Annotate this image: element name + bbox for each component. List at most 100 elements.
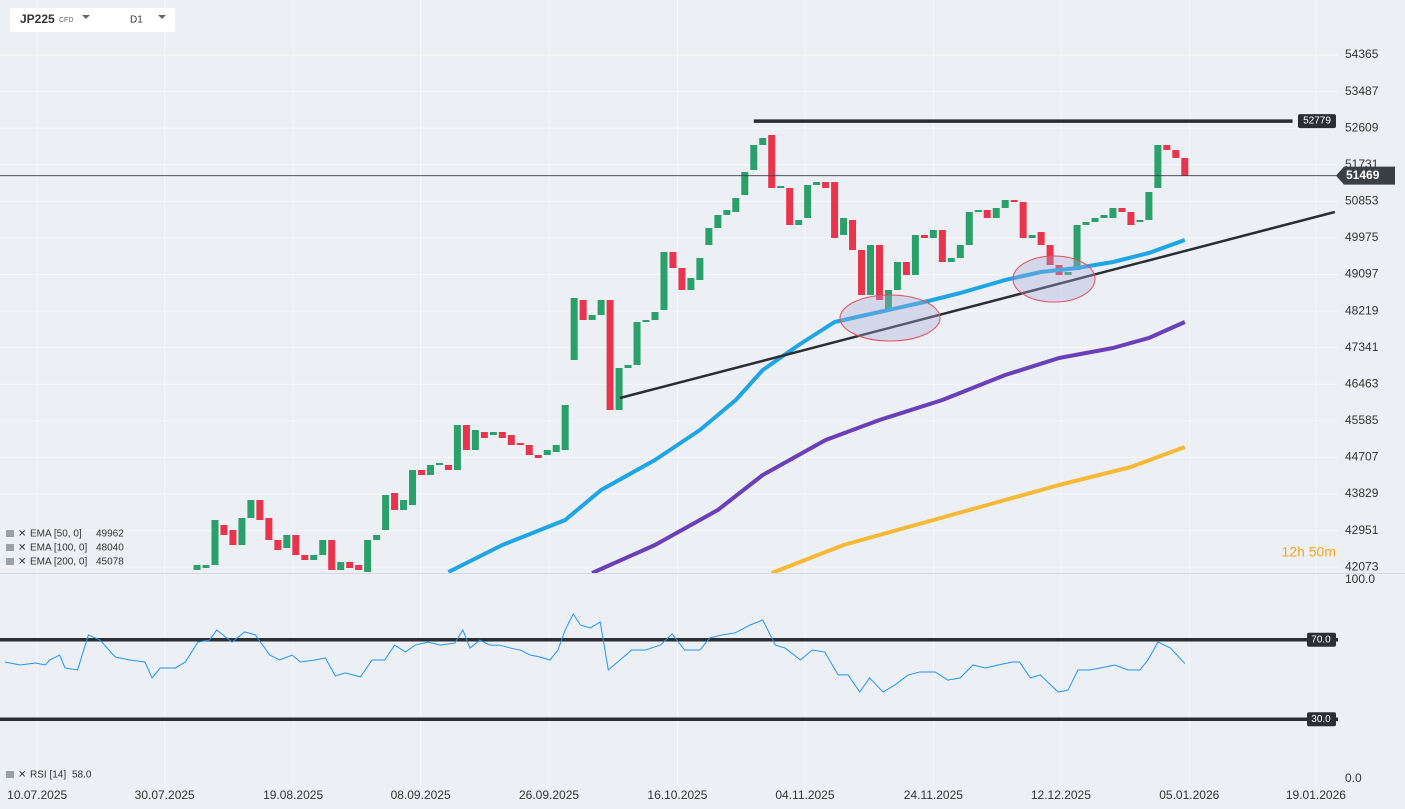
y-tick-label: 45585 (1345, 413, 1379, 427)
candle-body (884, 290, 892, 310)
candle-body (1028, 235, 1036, 238)
symbol: JP225 (20, 12, 55, 26)
legend-name: EMA [200, 0] (30, 557, 87, 568)
y-tick-label: 52609 (1345, 120, 1379, 134)
candle-body (750, 145, 758, 170)
candle-body (786, 188, 794, 225)
x-tick-label: 10.07.2025 (7, 788, 67, 802)
legend-icon (6, 530, 14, 537)
candle-body (633, 322, 641, 365)
rsi-legend-name: RSI [14] (30, 770, 66, 781)
candle-body (660, 252, 668, 310)
candle-body (696, 258, 704, 280)
candle-body (723, 210, 731, 215)
x-tick-label: 24.11.2025 (904, 788, 963, 802)
symbol-box[interactable] (10, 8, 175, 32)
legend-x: ✕ (18, 543, 26, 554)
candle-body (453, 425, 461, 470)
candle-body (525, 445, 533, 455)
candle-body (732, 198, 740, 212)
candle-body (893, 262, 901, 290)
candle-body (983, 210, 991, 218)
candle-body (1073, 225, 1081, 270)
rsi-panel (0, 613, 1338, 722)
price-tag-label: 52779 (1303, 116, 1331, 127)
candle-body (1136, 220, 1144, 222)
candle-body (920, 235, 928, 238)
candle-body (274, 540, 282, 550)
candle-body (669, 252, 677, 268)
legend-x: ✕ (18, 770, 26, 781)
candle-body (1100, 215, 1108, 218)
candle-body (364, 540, 372, 572)
candle-body (714, 215, 722, 228)
level-tag (1307, 632, 1336, 647)
candle-body (382, 495, 390, 530)
y-tick-label: 44707 (1345, 450, 1379, 464)
candle-body (902, 262, 910, 275)
candle-body (615, 368, 623, 410)
candle-body (705, 228, 713, 245)
rsi-tick-label: 30.0 (1311, 714, 1331, 725)
candle-body (965, 212, 973, 245)
candle-body (1163, 145, 1171, 150)
legend-x: ✕ (18, 529, 26, 540)
price-panel (0, 119, 1338, 573)
dropdown-arrow[interactable] (158, 15, 166, 19)
candle-body (822, 182, 830, 188)
x-tick-label: 16.10.2025 (647, 788, 707, 802)
candle-body (507, 435, 515, 445)
candle-body (310, 555, 318, 560)
candle-body (875, 245, 883, 300)
candle-body (570, 298, 578, 360)
candle-body (597, 300, 605, 315)
candle-body (471, 430, 479, 450)
x-tick-label: 19.08.2025 (263, 788, 323, 802)
legend-icon (6, 544, 14, 551)
candle-body (561, 405, 569, 450)
legend-value: 49962 (96, 529, 124, 540)
candle-body (489, 432, 497, 435)
candle-body (373, 535, 381, 540)
x-tick-label: 04.11.2025 (775, 788, 834, 802)
dropdown-arrow[interactable] (82, 15, 90, 19)
candle-body (1118, 208, 1126, 212)
candle-body (1109, 208, 1117, 218)
level-tag (1307, 712, 1336, 727)
candle-body (929, 230, 937, 238)
candle-body (409, 470, 417, 505)
candle-body (238, 518, 246, 545)
legend-value: 45078 (96, 557, 124, 568)
candle-body (849, 220, 857, 250)
x-tick-label: 19.01.2026 (1286, 788, 1346, 802)
candle-body (1037, 232, 1045, 245)
candle-body (911, 235, 919, 275)
x-tick-label: 08.09.2025 (391, 788, 451, 802)
price-tag (1298, 114, 1336, 129)
candle-body (516, 443, 524, 445)
candle-body (265, 518, 273, 540)
candle-body (1010, 200, 1018, 202)
candle-body (355, 565, 363, 570)
candle-body (435, 463, 443, 465)
legend-x: ✕ (18, 557, 26, 568)
timeframe: D1 (130, 15, 143, 26)
y-tick-label: 49975 (1345, 230, 1379, 244)
rsi-legend-value: 58.0 (72, 770, 92, 781)
candle-body (301, 555, 309, 560)
candle-body (480, 432, 488, 438)
candle-body (858, 250, 866, 295)
candle-body (346, 562, 354, 568)
legend-name: EMA [50, 0] (30, 529, 82, 540)
last-price-label: 51469 (1346, 168, 1380, 182)
ema-line (591, 320, 1186, 573)
candle-body (229, 530, 237, 545)
candle-body (804, 185, 812, 218)
y-tick-label: 42951 (1345, 523, 1379, 537)
candle-body (328, 540, 336, 570)
y-tick-label: 43829 (1345, 486, 1379, 500)
ema-line (771, 445, 1186, 573)
y-tick-label: 50853 (1345, 194, 1379, 208)
candle-body (202, 565, 210, 568)
